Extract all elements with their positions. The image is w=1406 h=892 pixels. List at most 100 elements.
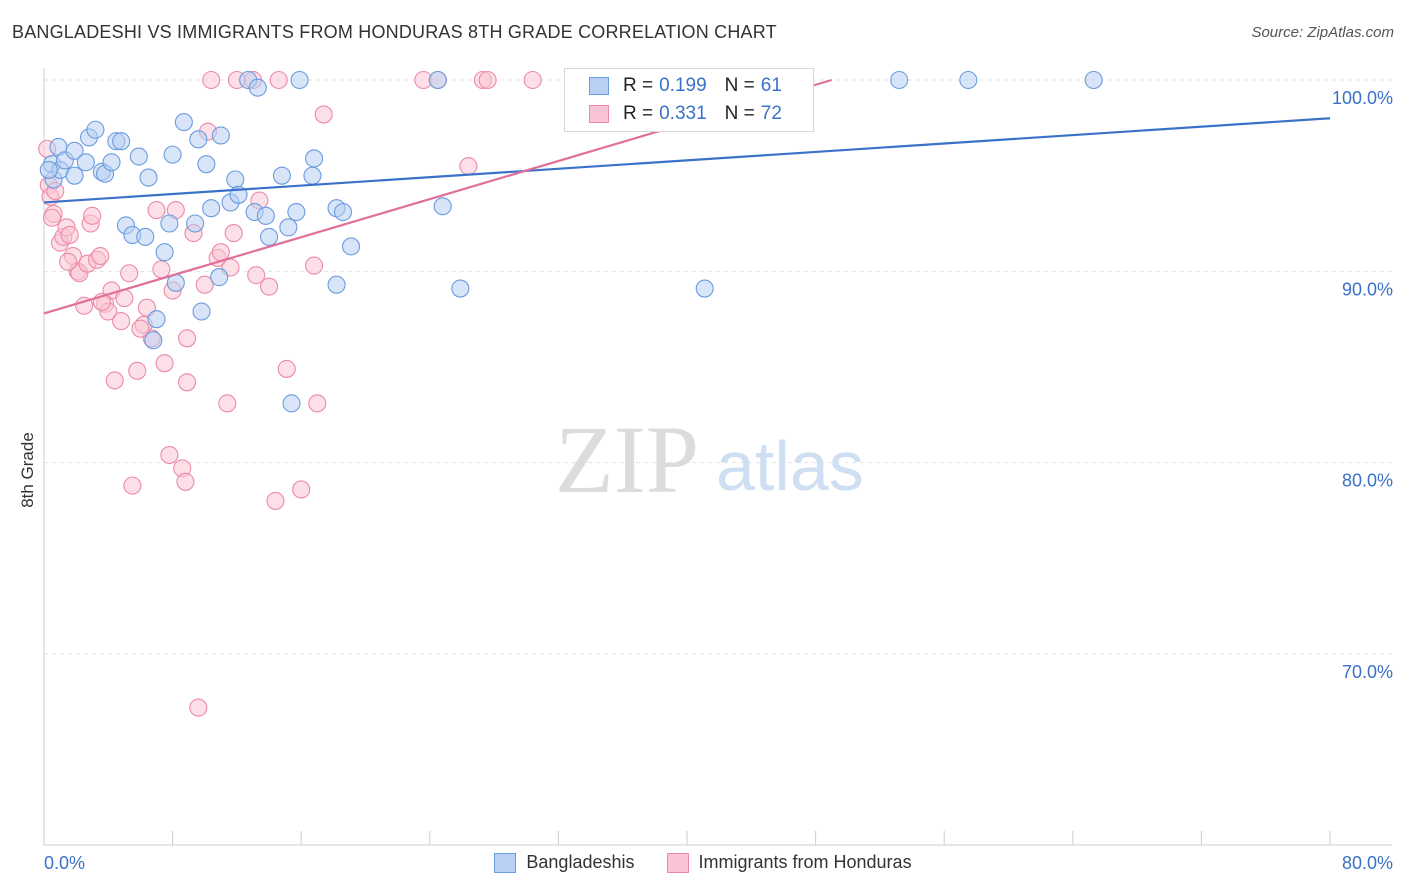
data-point	[76, 153, 95, 172]
data-point	[160, 445, 179, 465]
data-point	[195, 275, 214, 294]
data-point	[433, 197, 452, 216]
data-point	[178, 373, 197, 392]
legend-item-honduras[interactable]: Immigrants from Honduras	[666, 852, 912, 873]
watermark-zip: ZIP	[555, 406, 699, 513]
data-point	[176, 472, 195, 491]
data-point	[189, 698, 208, 717]
data-point	[86, 120, 105, 139]
series-legend: Bangladeshis Immigrants from Honduras	[0, 852, 1406, 873]
legend-row-bangladeshis: R = 0.199 N = 61	[589, 73, 782, 99]
data-point	[189, 130, 208, 149]
data-point	[959, 70, 978, 90]
data-point	[112, 312, 131, 331]
y-tick-label: 100.0%	[1332, 88, 1393, 108]
data-point	[327, 275, 346, 294]
data-point	[303, 166, 322, 185]
legend-r-label: R =	[623, 75, 654, 96]
data-point	[890, 70, 909, 90]
data-point	[305, 256, 324, 275]
data-point	[333, 202, 353, 222]
data-point	[105, 371, 124, 390]
watermark-atlas: atlas	[716, 427, 864, 505]
data-point	[123, 476, 142, 495]
y-tick-label: 70.0%	[1342, 662, 1393, 682]
data-point	[163, 145, 182, 164]
data-point	[269, 70, 288, 90]
legend-r-label: R =	[623, 103, 654, 124]
data-point	[314, 105, 333, 124]
legend-swatch-blue	[494, 852, 517, 873]
data-point	[259, 227, 279, 246]
data-point	[152, 260, 171, 279]
legend-swatch-pink	[589, 105, 609, 123]
data-point	[248, 78, 267, 97]
data-point	[478, 70, 497, 90]
data-point	[129, 147, 148, 166]
data-point	[42, 208, 62, 227]
data-point	[178, 329, 197, 348]
data-point	[160, 214, 179, 233]
data-point	[174, 113, 193, 132]
legend-r-value: 0.331	[659, 103, 707, 124]
trendline	[43, 117, 1331, 204]
data-points	[38, 70, 1103, 717]
data-point	[192, 302, 211, 321]
data-point	[308, 394, 327, 413]
data-point	[218, 394, 237, 413]
tick-labels: 70.0% 80.0% 90.0% 100.0% 0.0% 80.0%	[44, 88, 1393, 873]
legend-row-honduras: R = 0.331 N = 72	[589, 101, 782, 127]
gridlines	[44, 79, 1392, 655]
data-point	[211, 126, 230, 145]
data-point	[60, 225, 79, 245]
data-point	[120, 264, 139, 283]
data-point	[155, 354, 174, 373]
data-point	[65, 141, 84, 160]
y-tick-label: 80.0%	[1342, 471, 1393, 491]
data-point	[83, 206, 102, 225]
data-point	[428, 70, 447, 90]
data-point	[202, 199, 221, 218]
data-point	[59, 252, 78, 271]
legend-item-bangladeshis[interactable]: Bangladeshis	[494, 852, 635, 873]
data-point	[65, 166, 84, 185]
source-label: Source: ZipAtlas.com	[1251, 24, 1394, 41]
data-point	[112, 132, 131, 151]
legend-n-label: N =	[724, 103, 755, 124]
data-point	[197, 155, 216, 174]
data-point	[136, 227, 155, 246]
data-point	[256, 206, 275, 225]
data-point	[266, 491, 285, 510]
data-point	[305, 149, 324, 168]
x-tick-label-max: 80.0%	[1342, 853, 1393, 873]
data-point	[102, 153, 121, 172]
data-point	[155, 243, 174, 262]
legend-swatch-blue	[589, 77, 609, 95]
data-point	[202, 70, 221, 90]
legend-n-value: 72	[760, 103, 782, 124]
data-point	[459, 157, 478, 176]
legend-n-value: 61	[760, 75, 782, 96]
data-point	[128, 361, 147, 380]
data-point	[226, 170, 245, 189]
data-point	[290, 70, 309, 90]
legend-r-value: 0.199	[659, 75, 707, 96]
data-point	[279, 218, 298, 237]
data-point	[287, 202, 306, 222]
legend-label-bangladeshis: Bangladeshis	[526, 852, 635, 872]
data-point	[75, 296, 94, 315]
data-point	[451, 279, 470, 298]
data-point	[186, 214, 205, 233]
data-point	[523, 70, 542, 90]
data-point	[147, 310, 166, 329]
data-point	[247, 266, 266, 285]
data-point	[147, 201, 166, 220]
data-point	[277, 359, 296, 378]
data-point	[39, 160, 58, 179]
data-point	[695, 279, 714, 298]
data-point	[1084, 70, 1103, 90]
data-point	[282, 394, 301, 413]
data-point	[210, 268, 229, 287]
stats-legend: R = 0.199 N = 61 R = 0.331 N = 72	[564, 68, 814, 132]
legend-n-label: N =	[724, 75, 755, 96]
